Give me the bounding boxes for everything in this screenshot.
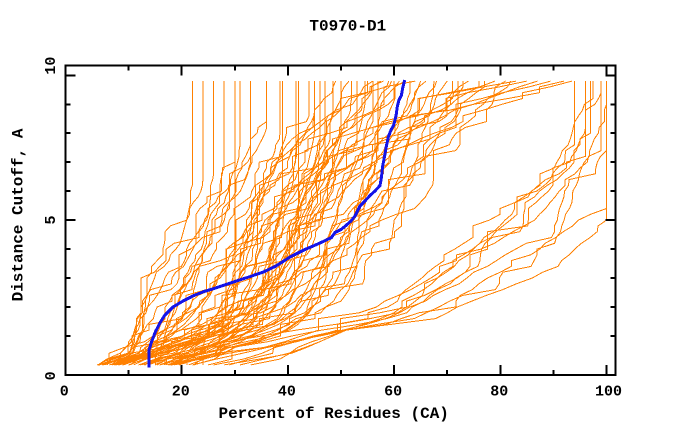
svg-text:0: 0: [43, 371, 60, 380]
svg-text:20: 20: [172, 383, 190, 400]
svg-text:100: 100: [595, 383, 622, 400]
svg-text:T0970-D1: T0970-D1: [309, 17, 386, 35]
svg-text:40: 40: [278, 383, 296, 400]
svg-text:Percent of Residues (CA): Percent of Residues (CA): [218, 405, 448, 423]
svg-text:0: 0: [60, 383, 69, 400]
svg-text:10: 10: [43, 57, 60, 75]
svg-text:60: 60: [384, 383, 402, 400]
svg-text:Distance Cutoff, A: Distance Cutoff, A: [10, 128, 28, 301]
svg-text:5: 5: [43, 215, 60, 224]
svg-text:80: 80: [490, 383, 508, 400]
